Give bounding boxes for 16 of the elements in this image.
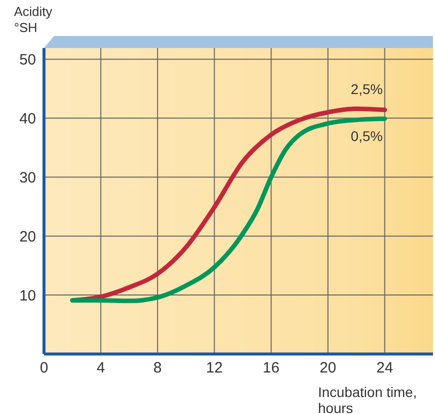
x-tick-label: 24 — [376, 360, 394, 377]
y-axis-title: Acidity °SH — [14, 4, 54, 36]
y-tick-label: 30 — [19, 169, 36, 186]
y-tick-label: 20 — [19, 228, 36, 246]
y-tick-label: 10 — [19, 287, 36, 304]
x-tick-label: 16 — [262, 360, 280, 377]
x-tick-label: 4 — [96, 360, 105, 377]
x-axis-title: Incubation time, hours — [318, 384, 418, 414]
series-label: 2,5% — [350, 80, 383, 97]
x-tick-label: 20 — [320, 360, 336, 377]
y-tick-label: 40 — [19, 110, 36, 128]
x-tick-label: 8 — [153, 360, 162, 377]
y-tick-label: 50 — [19, 52, 36, 69]
x-tick-label: 0 — [40, 360, 48, 377]
x-tick-label: 12 — [206, 360, 223, 377]
series-label: 0,5% — [350, 128, 383, 144]
